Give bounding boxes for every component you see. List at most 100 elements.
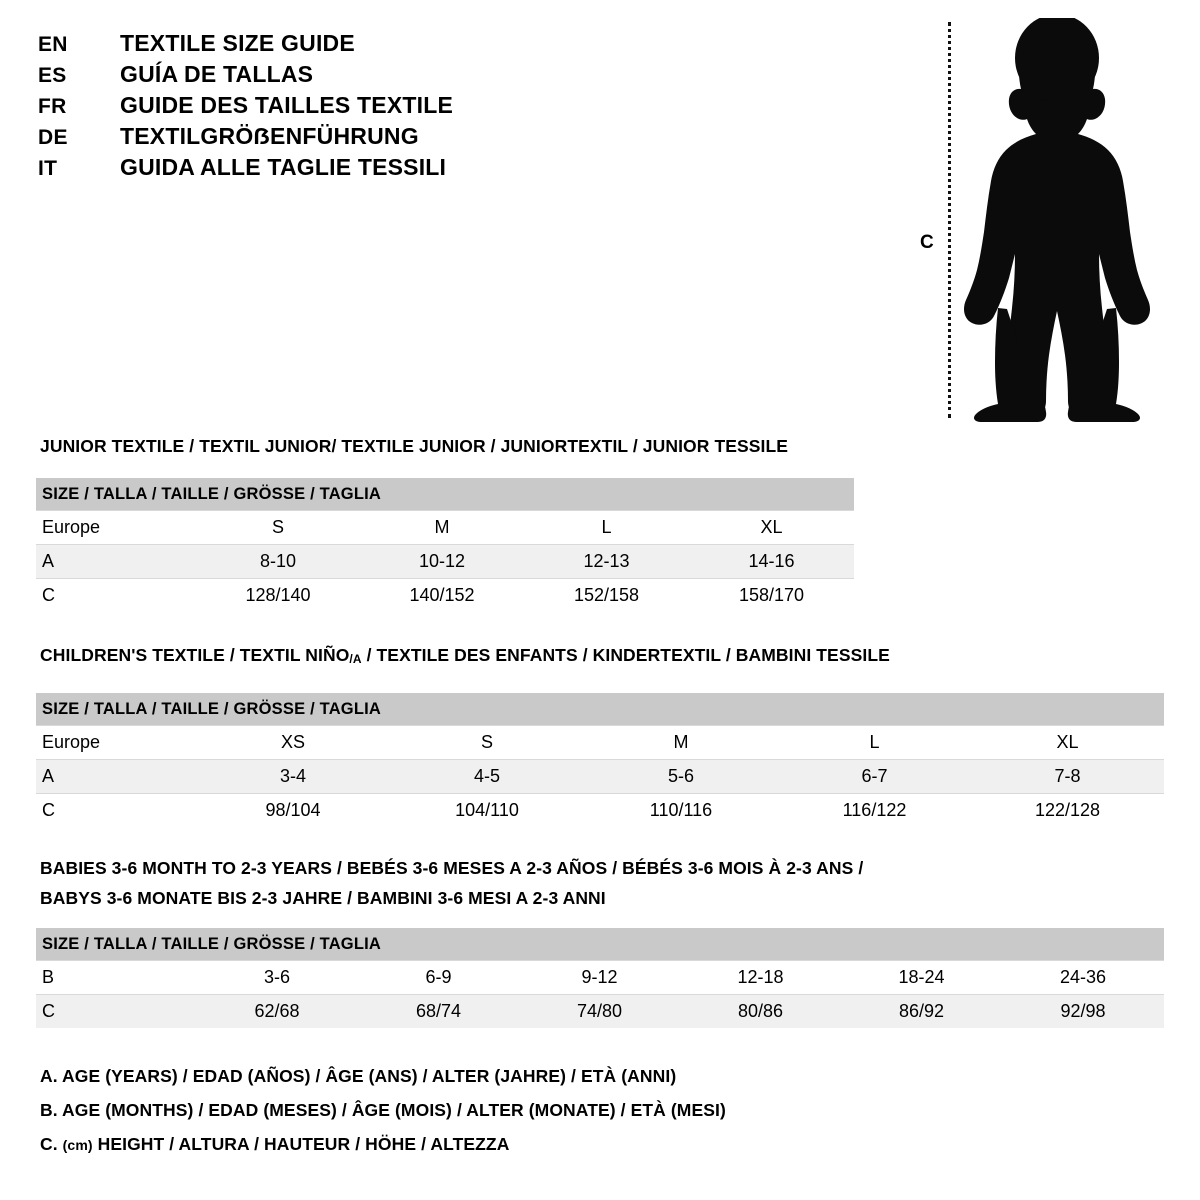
- language-code: IT: [38, 157, 58, 180]
- language-row: FR GUIDE DES TAILLES TEXTILE: [38, 92, 658, 123]
- cell: 6-9: [358, 960, 519, 995]
- cell: XS: [196, 725, 390, 760]
- legend-line-a: A. AGE (YEARS) / EDAD (AÑOS) / ÂGE (ANS)…: [40, 1066, 940, 1100]
- toddler-silhouette-icon: [964, 18, 1150, 422]
- legend-line-c: C. (cm) HEIGHT / ALTURA / HAUTEUR / HÖHE…: [40, 1134, 940, 1168]
- row-label: C: [36, 793, 196, 827]
- table-row: A 3-4 4-5 5-6 6-7 7-8: [36, 759, 1165, 794]
- cell: M: [360, 510, 524, 545]
- cell: L: [778, 725, 971, 760]
- cell: 122/128: [971, 793, 1165, 827]
- cell: 9-12: [519, 960, 680, 995]
- babies-bar-label: SIZE / TALLA / TAILLE / GRÖSSE / TAGLIA: [36, 928, 1165, 961]
- babies-size-table: SIZE / TALLA / TAILLE / GRÖSSE / TAGLIA …: [36, 928, 1165, 1028]
- cell: 74/80: [519, 994, 680, 1028]
- children-section-caption: CHILDREN'S TEXTILE / TEXTIL NIÑO/A / TEX…: [40, 645, 890, 666]
- row-label: A: [36, 759, 196, 794]
- cell: 7-8: [971, 759, 1165, 794]
- cell: S: [390, 725, 584, 760]
- guide-title: TEXTILE SIZE GUIDE: [120, 30, 355, 56]
- table-row: Europe S M L XL: [36, 510, 855, 545]
- cell: XL: [689, 510, 855, 545]
- children-table-bar: SIZE / TALLA / TAILLE / GRÖSSE / TAGLIA: [36, 693, 1165, 726]
- cell: 24-36: [1002, 960, 1165, 995]
- language-row: IT GUIDA ALLE TAGLIE TESSILI: [38, 154, 658, 185]
- language-row: EN TEXTILE SIZE GUIDE: [38, 30, 658, 61]
- cell: 98/104: [196, 793, 390, 827]
- cell: 3-4: [196, 759, 390, 794]
- language-row: ES GUÍA DE TALLAS: [38, 61, 658, 92]
- junior-size-table: SIZE / TALLA / TAILLE / GRÖSSE / TAGLIA …: [36, 478, 855, 612]
- cell: 152/158: [524, 578, 689, 612]
- cell: 104/110: [390, 793, 584, 827]
- cell: 18-24: [841, 960, 1002, 995]
- cell: 140/152: [360, 578, 524, 612]
- cell: M: [584, 725, 778, 760]
- language-row: DE TEXTILGRÖẞENFÜHRUNG: [38, 123, 658, 154]
- measurement-legend: A. AGE (YEARS) / EDAD (AÑOS) / ÂGE (ANS)…: [40, 1066, 940, 1168]
- caption-part: / TEXTILE DES ENFANTS / KINDERTEXTIL / B…: [361, 645, 890, 665]
- cell: 10-12: [360, 544, 524, 579]
- cell: 14-16: [689, 544, 855, 579]
- table-row: Europe XS S M L XL: [36, 725, 1165, 760]
- cell: 80/86: [680, 994, 841, 1028]
- row-label: B: [36, 960, 196, 995]
- row-label: Europe: [36, 510, 196, 545]
- legend-line-b: B. AGE (MONTHS) / EDAD (MESES) / ÂGE (MO…: [40, 1100, 940, 1134]
- table-row: C 62/68 68/74 74/80 80/86 86/92 92/98: [36, 994, 1165, 1028]
- table-row: C 128/140 140/152 152/158 158/170: [36, 578, 855, 612]
- cell: XL: [971, 725, 1165, 760]
- cell: 110/116: [584, 793, 778, 827]
- language-code: ES: [38, 64, 67, 87]
- height-dashed-line: [948, 22, 951, 418]
- caption-subscript: /A: [349, 652, 362, 666]
- language-header-block: EN TEXTILE SIZE GUIDE ES GUÍA DE TALLAS …: [38, 30, 658, 185]
- row-label: C: [36, 994, 196, 1028]
- children-bar-label: SIZE / TALLA / TAILLE / GRÖSSE / TAGLIA: [36, 693, 1165, 726]
- junior-table-bar: SIZE / TALLA / TAILLE / GRÖSSE / TAGLIA: [36, 478, 855, 511]
- legend-text: C.: [40, 1134, 63, 1154]
- cell: 12-18: [680, 960, 841, 995]
- junior-section-caption: JUNIOR TEXTILE / TEXTIL JUNIOR/ TEXTILE …: [40, 436, 789, 456]
- cell: 92/98: [1002, 994, 1165, 1028]
- cell: 158/170: [689, 578, 855, 612]
- cell: 68/74: [358, 994, 519, 1028]
- cell: 62/68: [196, 994, 358, 1028]
- row-label: C: [36, 578, 196, 612]
- cell: 6-7: [778, 759, 971, 794]
- junior-bar-label: SIZE / TALLA / TAILLE / GRÖSSE / TAGLIA: [36, 478, 855, 511]
- babies-section-caption-line2: BABYS 3-6 MONATE BIS 2-3 JAHRE / BAMBINI…: [40, 888, 606, 908]
- cell: L: [524, 510, 689, 545]
- guide-title: GUIDE DES TAILLES TEXTILE: [120, 92, 453, 118]
- legend-text: B. AGE (MONTHS) / EDAD (MESES) / ÂGE (MO…: [40, 1100, 726, 1120]
- legend-unit: (cm): [62, 1137, 93, 1153]
- language-code: FR: [38, 95, 67, 118]
- legend-text: HEIGHT / ALTURA / HAUTEUR / HÖHE / ALTEZ…: [92, 1134, 510, 1154]
- babies-section-caption: BABIES 3-6 MONTH TO 2-3 YEARS / BEBÉS 3-…: [40, 858, 864, 878]
- row-label: A: [36, 544, 196, 579]
- caption-part: CHILDREN'S TEXTILE / TEXTIL NIÑO: [40, 645, 350, 665]
- legend-text: A. AGE (YEARS) / EDAD (AÑOS) / ÂGE (ANS)…: [40, 1066, 677, 1086]
- height-measure-label: C: [920, 232, 934, 253]
- cell: S: [196, 510, 360, 545]
- language-code: EN: [38, 33, 68, 56]
- table-row: B 3-6 6-9 9-12 12-18 18-24 24-36: [36, 960, 1165, 995]
- table-row: A 8-10 10-12 12-13 14-16: [36, 544, 855, 579]
- row-label: Europe: [36, 725, 196, 760]
- guide-title: GUÍA DE TALLAS: [120, 61, 314, 87]
- cell: 5-6: [584, 759, 778, 794]
- cell: 8-10: [196, 544, 360, 579]
- height-figure: C: [900, 14, 1180, 424]
- cell: 116/122: [778, 793, 971, 827]
- cell: 86/92: [841, 994, 1002, 1028]
- language-code: DE: [38, 126, 68, 149]
- cell: 3-6: [196, 960, 358, 995]
- table-row: C 98/104 104/110 110/116 116/122 122/128: [36, 793, 1165, 827]
- babies-table-bar: SIZE / TALLA / TAILLE / GRÖSSE / TAGLIA: [36, 928, 1165, 961]
- guide-title: GUIDA ALLE TAGLIE TESSILI: [120, 154, 447, 180]
- children-size-table: SIZE / TALLA / TAILLE / GRÖSSE / TAGLIA …: [36, 693, 1165, 827]
- cell: 128/140: [196, 578, 360, 612]
- cell: 12-13: [524, 544, 689, 579]
- guide-title: TEXTILGRÖẞENFÜHRUNG: [120, 123, 419, 149]
- cell: 4-5: [390, 759, 584, 794]
